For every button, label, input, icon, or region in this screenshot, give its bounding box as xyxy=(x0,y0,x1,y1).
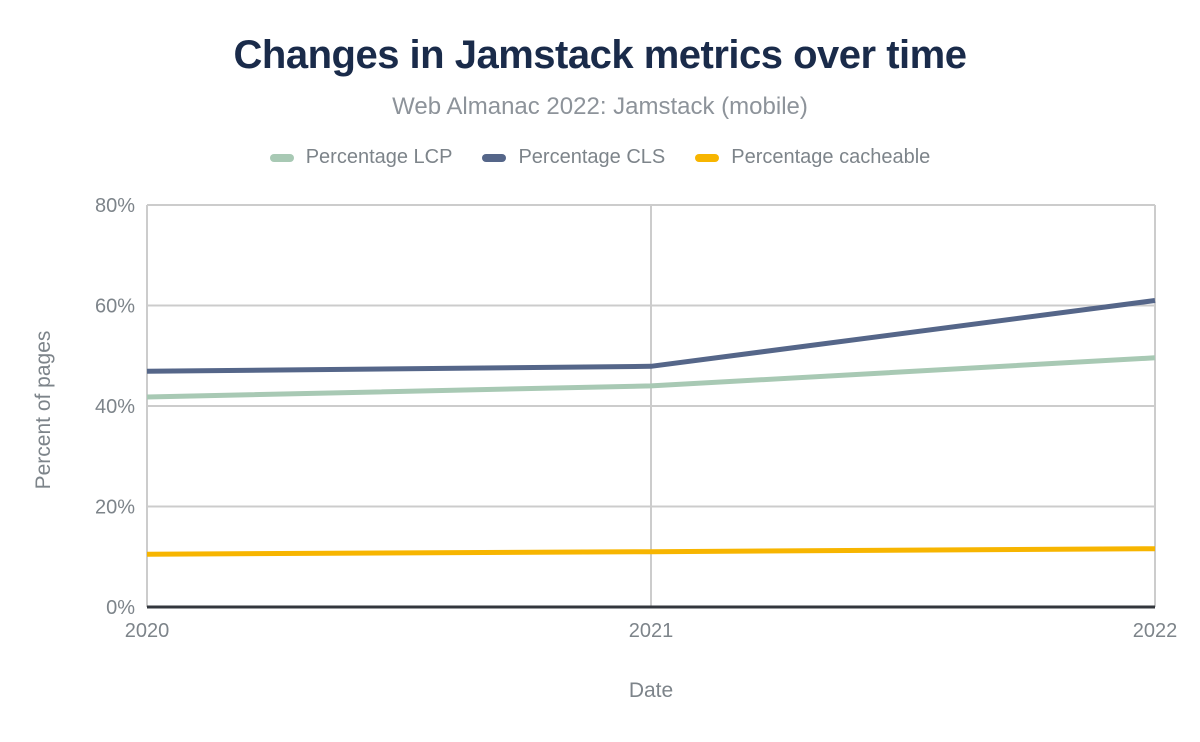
legend-item-lcp: Percentage LCP xyxy=(269,146,453,169)
x-axis-title: Date xyxy=(628,679,674,702)
chart-title: Changes in Jamstack metrics over time xyxy=(233,33,967,77)
legend-swatch-lcp xyxy=(269,153,294,162)
series-line-0 xyxy=(146,355,1156,400)
legend-label-cls: Percentage CLS xyxy=(518,146,666,168)
x-tick-label: 2020 xyxy=(125,620,170,642)
y-tick-label: 20% xyxy=(95,497,135,519)
series-line-2 xyxy=(146,546,1156,557)
chart-subtitle: Web Almanac 2022: Jamstack (mobile) xyxy=(392,93,808,120)
y-axis-title: Percent of pages xyxy=(32,330,55,490)
legend-swatch-cacheable xyxy=(695,153,720,162)
y-tick-label: 40% xyxy=(95,396,135,418)
series-line-1 xyxy=(146,298,1156,374)
x-tick-label: 2022 xyxy=(1133,620,1178,642)
y-tick-label: 60% xyxy=(95,296,135,318)
x-tick-label: 2021 xyxy=(629,620,674,642)
legend-label-cacheable: Percentage cacheable xyxy=(731,146,931,168)
legend-label-lcp: Percentage LCP xyxy=(305,146,453,168)
y-tick-label: 0% xyxy=(106,597,135,619)
legend-swatch-cls xyxy=(482,153,507,162)
legend-item-cls: Percentage CLS xyxy=(482,146,665,169)
legend-item-cacheable: Percentage cacheable xyxy=(695,146,930,169)
y-tick-label: 80% xyxy=(95,195,135,217)
chart-legend: Percentage LCP Percentage CLS Percentage… xyxy=(0,146,1200,169)
